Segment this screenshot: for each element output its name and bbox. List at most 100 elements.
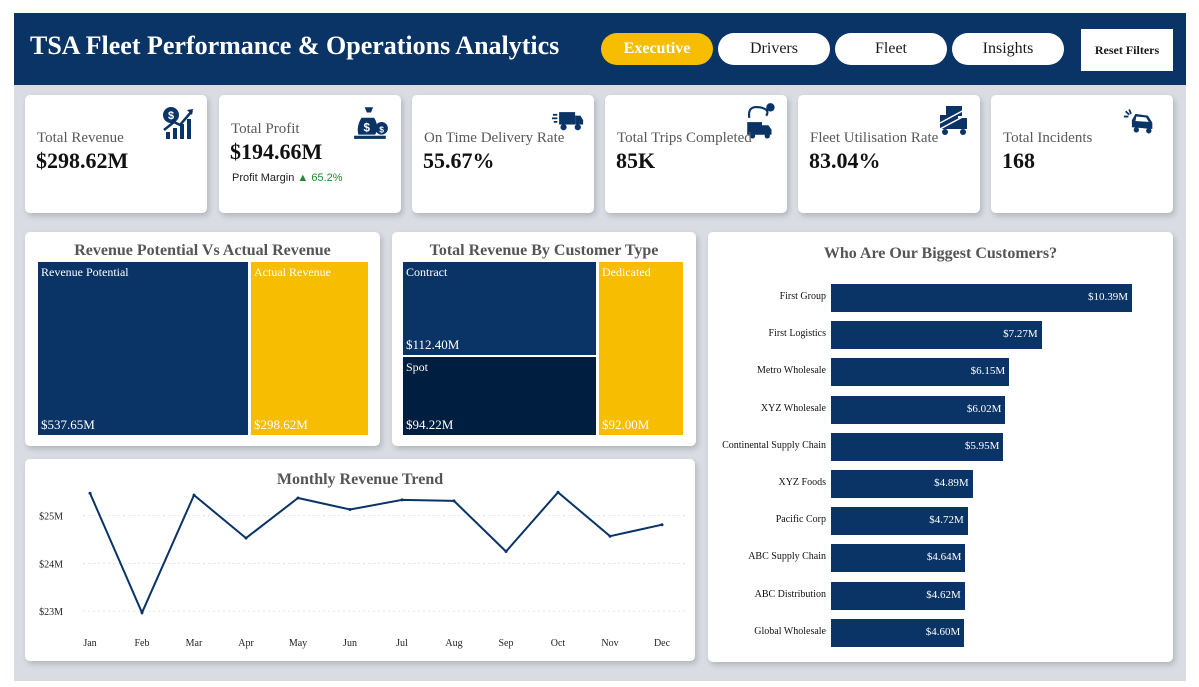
x-tick-label: Aug (445, 638, 462, 649)
page-title: TSA Fleet Performance & Operations Analy… (30, 31, 560, 60)
kpi-card-total-revenue: $ Total Revenue $298.62M (25, 95, 207, 213)
monthly-trend-chart: $25M $24M $23M Jan Feb Mar Apr May Jun Jul Aug Sep O… (39, 490, 685, 649)
customer-bar[interactable]: $6.15M (831, 358, 1010, 387)
x-tick-label: Mar (186, 638, 203, 649)
treemap-tile-dedicated[interactable]: Dedicated $92.00M (599, 262, 683, 435)
profit-margin-label: Profit Margin (232, 172, 295, 184)
customer-bar-value: $10.39M (1087, 291, 1128, 303)
customer-bar-value: $6.02M (966, 402, 1002, 415)
tab-executive[interactable]: Executive (601, 33, 713, 65)
car-crash-icon (1123, 109, 1153, 134)
customer-bar[interactable]: $4.72M (831, 507, 968, 536)
revenue-trend-line[interactable] (89, 490, 663, 616)
svg-text:$: $ (379, 125, 384, 135)
delivery-truck-icon (552, 112, 584, 131)
x-tick-label: Sep (499, 638, 514, 649)
treemap-tile-actual-revenue[interactable]: Actual Revenue $298.62M (251, 262, 368, 435)
customer-bar-value: $4.60M (925, 625, 961, 638)
x-tick-label: Jul (396, 638, 408, 649)
kpi-label: Fleet Utilisation Rate (810, 130, 939, 146)
kpi-value: 85K (616, 148, 656, 173)
trend-point[interactable] (452, 499, 456, 503)
customer-bar[interactable]: $10.39M (831, 284, 1132, 312)
tile-value: $92.00M (602, 417, 650, 432)
customer-bar-value: $4.72M (929, 514, 964, 527)
kpi-label: Total Profit (231, 121, 300, 137)
tile-value: $537.65M (41, 417, 95, 432)
tab-insights[interactable]: Insights (952, 33, 1064, 65)
trend-point[interactable] (608, 534, 612, 538)
biggest-customers-chart: First Group $10.39M First Logistics $7.27M M… (708, 232, 1173, 662)
tile-label: Dedicated (602, 265, 651, 279)
x-tick-label: Oct (551, 638, 566, 649)
x-tick-label: May (289, 638, 307, 649)
y-tick-label: $23M (39, 607, 63, 618)
kpi-card-total-trips: Total Trips Completed 85K (605, 95, 787, 213)
customer-name-label: First Logistics (768, 328, 826, 340)
trend-point[interactable] (400, 498, 404, 502)
trend-point[interactable] (660, 523, 664, 527)
trend-point[interactable] (244, 536, 248, 540)
panel-title: Who Are Our Biggest Customers? (823, 245, 1058, 262)
customer-bar-value: $4.89M (934, 477, 969, 489)
customer-bar[interactable]: $6.02M (831, 395, 1006, 424)
tab-drivers[interactable]: Drivers (718, 33, 830, 65)
route-truck-icon (747, 103, 775, 139)
treemap-tile-revenue-potential[interactable]: Revenue Potential $537.65M (38, 262, 248, 435)
customer-bar[interactable]: $5.95M (831, 432, 1004, 461)
customer-name-label: ABC Distribution (754, 588, 826, 600)
customer-name-label: Metro Wholesale (757, 365, 826, 377)
customer-name-label: ABC Supply Chain (748, 551, 826, 563)
customer-type-panel: Total Revenue By Customer Type Contract … (392, 232, 696, 446)
trend-point[interactable] (192, 493, 196, 497)
customer-bar-value: $4.64M (926, 551, 962, 564)
tile-value: $94.22M (406, 417, 454, 432)
treemap-tile-spot[interactable]: Spot $94.22M (403, 357, 596, 435)
header-bar: TSA Fleet Performance & Operations Analy… (14, 13, 1186, 85)
treemap-tile-contract[interactable]: Contract $112.40M (403, 262, 596, 355)
trend-point[interactable] (556, 490, 560, 494)
tile-value: $112.40M (406, 337, 460, 352)
y-tick-label: $25M (39, 512, 63, 523)
x-tick-label: Jun (343, 638, 357, 649)
revenue-potential-panel: Revenue Potential Vs Actual Revenue Reve… (25, 232, 380, 446)
customer-bar-value: $6.15M (970, 365, 1006, 378)
tile-label: Revenue Potential (41, 265, 129, 279)
biggest-customers-panel: Who Are Our Biggest Customers? First Gro… (708, 232, 1173, 662)
customer-bar[interactable]: $4.64M (831, 544, 966, 573)
arrow-up-icon: ▲ (297, 172, 309, 184)
monthly-trend-panel: Monthly Revenue Trend $25M $24M $23M Jan Feb… (25, 459, 695, 661)
customer-bar[interactable]: $7.27M (831, 321, 1042, 350)
customer-bar-value: $7.27M (1003, 328, 1038, 341)
trend-point[interactable] (296, 496, 300, 500)
svg-text:$: $ (168, 110, 174, 122)
profit-margin-value: 65.2% (311, 172, 343, 184)
trend-point[interactable] (504, 550, 508, 553)
customer-name-label: Pacific Corp (775, 514, 826, 526)
customer-bar-value: $4.62M (926, 588, 961, 601)
trend-point[interactable] (140, 611, 144, 615)
kpi-card-fleet-utilisation: Fleet Utilisation Rate 83.04% (798, 95, 980, 213)
tab-fleet[interactable]: Fleet (835, 33, 947, 65)
profit-margin: Profit Margin ▲ 65.2% (232, 172, 343, 184)
tile-label: Contract (406, 265, 448, 279)
reset-filters-button[interactable]: Reset Filters (1081, 29, 1173, 71)
x-tick-label: Nov (601, 638, 618, 649)
customer-bar[interactable]: $4.62M (831, 581, 965, 610)
panel-title: Total Revenue By Customer Type (429, 242, 659, 259)
customer-bar[interactable]: $4.60M (831, 618, 965, 647)
kpi-card-total-profit: $ $ Total Profit $194.66M Profit Margin … (219, 95, 401, 213)
panel-title: Monthly Revenue Trend (276, 471, 444, 488)
trend-point[interactable] (348, 507, 352, 511)
x-tick-label: Jan (83, 638, 96, 649)
kpi-label: Total Revenue (37, 130, 124, 146)
kpi-label: Total Incidents (1003, 130, 1093, 146)
fleet-trucks-icon (939, 106, 971, 135)
kpi-value: 83.04% (809, 148, 881, 173)
trend-point[interactable] (88, 491, 92, 495)
panel-title: Revenue Potential Vs Actual Revenue (74, 242, 331, 259)
tile-label: Actual Revenue (254, 265, 331, 279)
customer-bar[interactable]: $4.89M (831, 470, 973, 498)
customer-name-label: Global Wholesale (754, 625, 826, 637)
tile-label: Spot (406, 360, 429, 374)
